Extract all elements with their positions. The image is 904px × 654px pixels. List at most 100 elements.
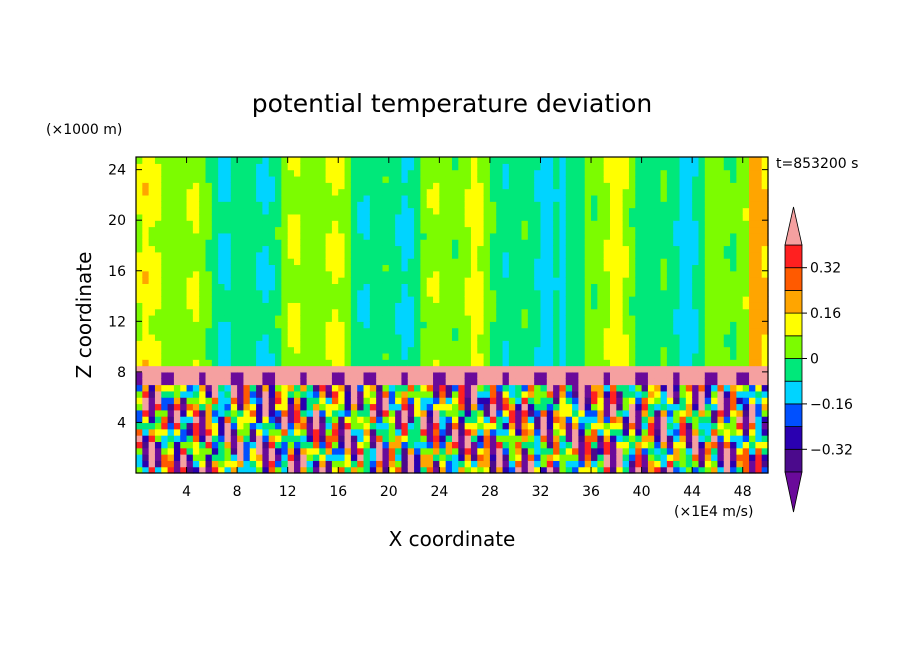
contour-cell (363, 359, 371, 367)
contour-cell (268, 163, 276, 171)
contour-cell (230, 169, 238, 177)
contour-cell (445, 333, 453, 341)
contour-cell (749, 321, 756, 329)
contour-cell (477, 283, 485, 291)
contour-cell (433, 258, 440, 266)
contour-cell (154, 384, 162, 392)
contour-cell (350, 403, 358, 411)
contour-cell (180, 371, 188, 379)
contour-cell (363, 340, 371, 348)
contour-cell (666, 277, 674, 284)
contour-cell (635, 175, 643, 183)
contour-cell (452, 403, 459, 411)
contour-cell (281, 371, 289, 379)
contour-cell (319, 409, 327, 417)
contour-cell (470, 302, 478, 310)
contour-cell (180, 289, 188, 297)
contour-cell (262, 232, 270, 240)
contour-cell (597, 422, 605, 430)
contour-cell (553, 365, 561, 373)
contour-cell (300, 454, 308, 461)
contour-cell (319, 258, 327, 266)
contour-cell (395, 441, 403, 449)
contour-cell (173, 220, 181, 228)
contour-cell (382, 169, 390, 177)
contour-cell (666, 422, 674, 430)
contour-cell (736, 346, 744, 354)
contour-cell (325, 163, 333, 171)
contour-cell (218, 422, 226, 430)
contour-cell (508, 175, 516, 183)
contour-cell (483, 175, 491, 183)
contour-cell (730, 428, 737, 436)
contour-cell (167, 207, 175, 215)
contour-cell (553, 226, 561, 234)
contour-cell (534, 333, 542, 341)
contour-cell (414, 371, 421, 379)
contour-cell (591, 371, 598, 379)
contour-cell (673, 441, 681, 449)
contour-cell (376, 384, 384, 392)
contour-cell (136, 441, 143, 449)
contour-cell (376, 239, 384, 247)
contour-cell (224, 232, 232, 240)
contour-cell (660, 270, 668, 278)
contour-cell (439, 365, 447, 373)
contour-cell (527, 207, 535, 215)
contour-cell (376, 428, 384, 436)
contour-cell (723, 169, 731, 177)
contour-cell (723, 447, 731, 455)
contour-cell (641, 435, 649, 442)
contour-cell (603, 264, 611, 272)
contour-cell (249, 397, 257, 405)
contour-cell (616, 245, 624, 253)
contour-cell (711, 378, 719, 386)
contour-cell (685, 239, 693, 247)
contour-cell (755, 441, 763, 449)
contour-cell (192, 296, 200, 303)
contour-cell (755, 384, 763, 392)
contour-cell (275, 207, 282, 215)
contour-cell (173, 175, 181, 183)
contour-cell (281, 416, 289, 424)
contour-cell (749, 163, 756, 171)
contour-cell (357, 352, 365, 360)
contour-cell (414, 384, 421, 392)
contour-cell (483, 264, 491, 272)
contour-cell (237, 251, 245, 259)
contour-cell (749, 302, 756, 310)
contour-cell (382, 409, 390, 417)
contour-cell (325, 409, 333, 417)
contour-cell (382, 258, 390, 266)
contour-cell (654, 346, 662, 354)
contour-cell (483, 371, 491, 379)
contour-cell (275, 371, 282, 379)
contour-cell (553, 454, 561, 461)
contour-cell (256, 428, 263, 436)
contour-cell (262, 188, 270, 196)
contour-cell (698, 327, 706, 335)
contour-cell (331, 371, 339, 379)
contour-cell (369, 422, 377, 430)
contour-cell (173, 384, 181, 392)
contour-cell (489, 163, 497, 171)
contour-cell (376, 220, 384, 228)
contour-cell (736, 220, 744, 228)
contour-cell (243, 182, 251, 190)
contour-cell (761, 188, 769, 196)
contour-cell (527, 239, 535, 247)
contour-cell (572, 315, 579, 322)
contour-cell (565, 226, 573, 234)
contour-cell (730, 321, 737, 329)
contour-cell (300, 188, 308, 196)
contour-cell (256, 333, 263, 341)
contour-cell (704, 390, 712, 398)
contour-cell (603, 169, 611, 177)
contour-cell (256, 460, 263, 468)
contour-cell (591, 454, 598, 461)
contour-cell (369, 251, 377, 259)
contour-cell (268, 403, 276, 411)
contour-cell (717, 466, 725, 474)
contour-cell (559, 201, 567, 209)
contour-cell (243, 378, 251, 386)
